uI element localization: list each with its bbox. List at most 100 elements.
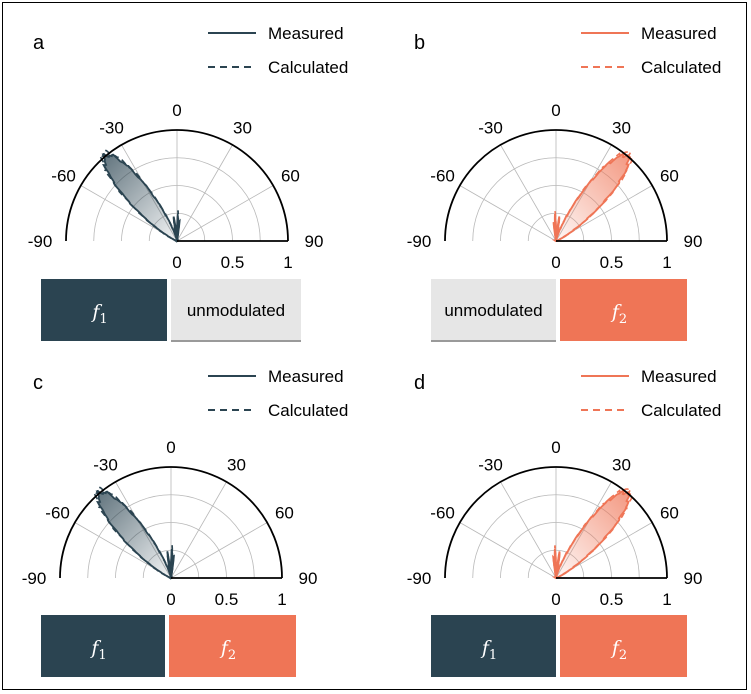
angle-tick-label: -90 (407, 232, 432, 251)
grid-spoke (500, 144, 557, 242)
measured-pattern-a (101, 153, 181, 243)
modulation-box (41, 279, 167, 341)
radial-tick-label: 0 (551, 590, 560, 609)
panel-letter-a: a (33, 32, 45, 54)
angle-tick-label: 30 (227, 456, 246, 475)
radial-tick-label: 0 (172, 253, 181, 272)
panel-letter-c: c (33, 372, 43, 394)
modulation-box (560, 279, 687, 341)
modulation-box (431, 615, 556, 677)
legend-calculated-label: Calculated (268, 401, 348, 420)
frequency-symbol: f (89, 637, 101, 659)
angle-tick-label: -30 (478, 456, 503, 475)
radial-tick-label: 0 (551, 253, 560, 272)
panel-d: d Measured Calculated -90 -60 -30 0 30 60 90 0 0.5 1… (407, 367, 721, 677)
angle-tick-label: -90 (22, 569, 47, 588)
angle-tick-label: -30 (99, 119, 124, 138)
radial-tick-label: 0.5 (215, 590, 239, 609)
angle-tick-label: 30 (612, 119, 631, 138)
legend-calculated-label: Calculated (641, 401, 721, 420)
frequency-subscript: 1 (99, 312, 107, 327)
calculated-pattern-d (552, 487, 633, 579)
angle-tick-label: 0 (551, 101, 560, 120)
modulation-box (41, 615, 165, 677)
frequency-subscript: 2 (619, 648, 627, 663)
angle-tick-label: 90 (684, 232, 703, 251)
frequency-subscript: 2 (228, 648, 236, 663)
measured-pattern-b (551, 152, 632, 242)
box-label-frequency: f2 (610, 301, 627, 327)
frequency-subscript: 1 (98, 648, 106, 663)
box-label-frequency: f1 (90, 301, 107, 327)
angle-tick-label: 60 (660, 504, 679, 523)
radial-tick-label: 1 (277, 590, 286, 609)
modulation-box (431, 279, 556, 341)
measured-pattern-d (551, 489, 632, 579)
frequency-symbol: f (219, 637, 231, 659)
panel-b: b Measured Calculated -90 -60 -30 0 30 60 90 0 0.5 1… (407, 24, 721, 342)
radial-tick-label: 0.5 (221, 253, 245, 272)
radial-tick-label: 0.5 (600, 253, 624, 272)
box-label-frequency: f1 (89, 637, 106, 663)
angle-tick-label: 0 (551, 438, 560, 457)
frequency-subscript: 1 (489, 648, 497, 663)
legend-calculated-label: Calculated (641, 58, 721, 77)
angle-tick-label: -90 (407, 569, 432, 588)
panel-letter-b: b (414, 32, 425, 54)
angle-tick-label: 60 (275, 504, 294, 523)
angle-tick-label: -60 (45, 504, 70, 523)
frequency-symbol: f (90, 301, 102, 323)
figure-canvas: a Measured Calculated -90 -60 -30 0 30 60 90 0 0.5 1… (22, 24, 721, 677)
angle-tick-label: -30 (93, 456, 118, 475)
radial-tick-label: 0 (166, 590, 175, 609)
frequency-subscript: 2 (619, 312, 627, 327)
frequency-symbol: f (480, 637, 492, 659)
radial-tick-label: 1 (662, 590, 671, 609)
modulation-box (171, 279, 301, 341)
legend-calculated-label: Calculated (268, 58, 348, 77)
modulation-box (169, 615, 296, 677)
radial-tick-label: 1 (662, 253, 671, 272)
angle-tick-label: 30 (233, 119, 252, 138)
panel-letter-d: d (414, 372, 425, 394)
legend-measured-label: Measured (268, 24, 344, 43)
frequency-symbol: f (610, 637, 622, 659)
measured-pattern-c (95, 490, 175, 580)
modulation-box (560, 615, 687, 677)
angle-tick-label: -90 (28, 232, 53, 251)
box-label-unmodulated: unmodulated (187, 301, 285, 320)
angle-tick-label: 30 (612, 456, 631, 475)
grid-spoke (459, 522, 557, 579)
box-label-frequency: f1 (480, 637, 497, 663)
panel-c: c Measured Calculated -90 -60 -30 0 30 60 90 0 0.5 1… (22, 367, 348, 677)
angle-tick-label: 0 (166, 438, 175, 457)
panel-a: a Measured Calculated -90 -60 -30 0 30 60 90 0 0.5 1… (28, 24, 348, 342)
box-label-frequency: f2 (610, 637, 627, 663)
outer-arc (59, 466, 283, 579)
angle-tick-label: -60 (430, 504, 455, 523)
box-label-frequency: f2 (219, 637, 236, 663)
frequency-symbol: f (610, 301, 622, 323)
grid-spoke (176, 144, 233, 242)
grid-spoke (500, 481, 557, 579)
angle-tick-label: 0 (172, 101, 181, 120)
radial-tick-label: 1 (283, 253, 292, 272)
legend-measured-label: Measured (268, 367, 344, 386)
angle-tick-label: -60 (430, 167, 455, 186)
outer-arc (444, 129, 668, 242)
legend-measured-label: Measured (641, 367, 717, 386)
box-label-unmodulated: unmodulated (444, 301, 542, 320)
angle-tick-label: 90 (684, 569, 703, 588)
grid-spoke (170, 481, 227, 579)
angle-tick-label: -30 (478, 119, 503, 138)
grid-spoke (459, 185, 557, 242)
angle-tick-label: -60 (51, 167, 76, 186)
angle-tick-label: 90 (305, 232, 324, 251)
angle-tick-label: 60 (281, 167, 300, 186)
legend-measured-label: Measured (641, 24, 717, 43)
outer-arc (444, 466, 668, 579)
angle-tick-label: 90 (299, 569, 318, 588)
grid-spoke (176, 185, 274, 242)
grid-spoke (170, 522, 268, 579)
